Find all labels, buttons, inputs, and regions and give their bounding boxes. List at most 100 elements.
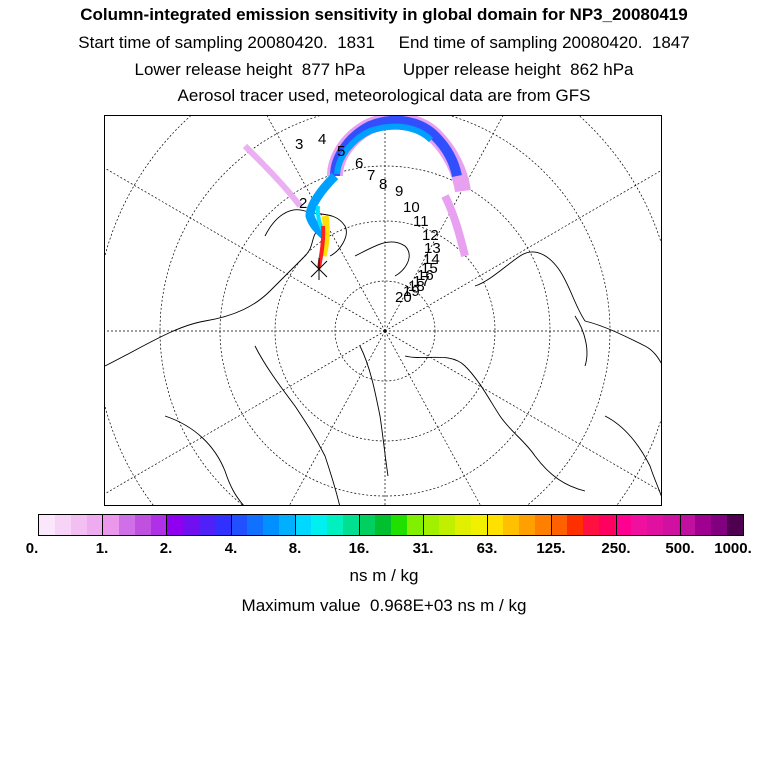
- colorbar-cell: [391, 515, 407, 535]
- colorbar-cell: [711, 515, 727, 535]
- colorbar-cell: [343, 515, 359, 535]
- colorbar-unit: ns m / kg: [349, 566, 419, 585]
- latitude-circle-40: [105, 116, 661, 505]
- colorbar-cell: [359, 515, 375, 535]
- coastlines: [105, 209, 661, 505]
- colorbar-cell: [727, 515, 743, 535]
- colorbar-cell: [39, 515, 55, 535]
- coastline-scandinavia: [574, 315, 588, 367]
- day-label: 20: [395, 289, 412, 306]
- colorbar-tick-line: [423, 514, 424, 536]
- colorbar-cell: [663, 515, 679, 535]
- colorbar-cell: [215, 515, 231, 535]
- colorbar-cell: [279, 515, 295, 535]
- day-label: 19: [403, 283, 420, 300]
- colorbar-tick-line: [551, 514, 552, 536]
- colorbar-tick-line: [359, 514, 360, 536]
- colorbar-tick-line: [102, 514, 103, 536]
- colorbar: [38, 514, 744, 536]
- colorbar-cell: [151, 515, 167, 535]
- plume-outer-west: [242, 143, 303, 208]
- colorbar-cell: [631, 515, 647, 535]
- colorbar-cell: [407, 515, 423, 535]
- sampling-times: Start time of sampling 20080420. 1831 En…: [78, 33, 690, 52]
- colorbar-tick-label: 31.: [412, 540, 434, 557]
- colorbar-cell: [535, 515, 551, 535]
- day-label: 10: [403, 199, 420, 216]
- colorbar-cell: [103, 515, 119, 535]
- colorbar-tick-label: 500.: [665, 540, 695, 557]
- colorbar-tick-line: [616, 514, 617, 536]
- maximum-value: Maximum value 0.968E+03 ns m / kg: [241, 596, 527, 615]
- colorbar-tick-label: 63.: [476, 540, 498, 557]
- coastline-europe: [404, 355, 586, 492]
- colorbar-cell: [87, 515, 103, 535]
- colorbar-cell: [679, 515, 695, 535]
- colorbar-tick-label: 250.: [601, 540, 631, 557]
- day-label: 18: [408, 278, 425, 295]
- day-label: 15: [421, 260, 438, 277]
- plume-west-band: [305, 172, 339, 240]
- colorbar-tick-line: [166, 514, 167, 536]
- colorbar-cell: [551, 515, 567, 535]
- plume-red-core: [317, 225, 326, 269]
- polar-map: 2 3 4 5 6 7 8 9 10 11 12 13 14 15 16 17 …: [104, 115, 662, 506]
- colorbar-cell: [615, 515, 631, 535]
- day-label: 5: [337, 143, 345, 160]
- colorbar-tick-label: 16.: [348, 540, 370, 557]
- colorbar-cell: [583, 515, 599, 535]
- colorbar-tick-label: 8.: [288, 540, 302, 557]
- plume-arc-lightblue: [334, 123, 434, 175]
- colorbar-tick-line: [680, 514, 681, 536]
- release-point-marker: [310, 258, 328, 280]
- colorbar-cell: [119, 515, 135, 535]
- map-title: Column-integrated emission sensitivity i…: [80, 5, 688, 24]
- meridians: [105, 116, 661, 505]
- colorbar-tick-label: 125.: [536, 540, 566, 557]
- colorbar-cell: [327, 515, 343, 535]
- day-label: 6: [355, 155, 363, 172]
- colorbar-cell: [439, 515, 455, 535]
- colorbar-cell: [503, 515, 519, 535]
- colorbar-cell: [695, 515, 711, 535]
- colorbar-tick-line: [231, 514, 232, 536]
- day-labels: 2 3 4 5 6 7 8 9 10 11 12 13 14 15 16 17 …: [295, 131, 441, 306]
- map-canvas: 2 3 4 5 6 7 8 9 10 11 12 13 14 15 16 17 …: [105, 116, 661, 505]
- day-label: 3: [295, 136, 303, 153]
- colorbar-tick-label: 1000.: [714, 540, 752, 557]
- colorbar-tick-label: 1.: [95, 540, 109, 557]
- colorbar-cell: [423, 515, 439, 535]
- colorbar-tick-label: 0.: [25, 540, 39, 557]
- day-label: 7: [367, 167, 375, 184]
- colorbar-cell: [247, 515, 263, 535]
- colorbar-cell: [167, 515, 183, 535]
- colorbar-cell: [263, 515, 279, 535]
- colorbar-tick-line: [295, 514, 296, 536]
- day-label: 13: [424, 240, 441, 257]
- colorbar-cell: [471, 515, 487, 535]
- plume-yellow-core: [319, 215, 330, 257]
- colorbar-cell: [519, 515, 535, 535]
- day-label: 12: [422, 227, 439, 244]
- colorbar-cell: [295, 515, 311, 535]
- colorbar-cell: [599, 515, 615, 535]
- coastline-greenland-west: [254, 345, 340, 505]
- day-label: 14: [423, 251, 440, 268]
- sensitivity-plume: [242, 116, 471, 269]
- day-label: 17: [413, 273, 430, 290]
- colorbar-cell: [375, 515, 391, 535]
- colorbar-cell: [135, 515, 151, 535]
- coastline-greenland-east: [359, 345, 389, 477]
- day-label: 2: [299, 195, 307, 212]
- coastline-americas-east: [105, 227, 321, 367]
- colorbar-cell: [567, 515, 583, 535]
- coastline-north-america-north: [164, 415, 244, 505]
- colorbar-tick-label: 4.: [224, 540, 238, 557]
- colorbar-cell: [455, 515, 471, 535]
- coastline-siberia: [474, 251, 586, 322]
- colorbar-cell: [55, 515, 71, 535]
- coastline-canadian-islands: [264, 209, 347, 257]
- day-label: 4: [318, 131, 326, 148]
- coastline-arctic-islands: [354, 241, 410, 277]
- day-label: 9: [395, 183, 403, 200]
